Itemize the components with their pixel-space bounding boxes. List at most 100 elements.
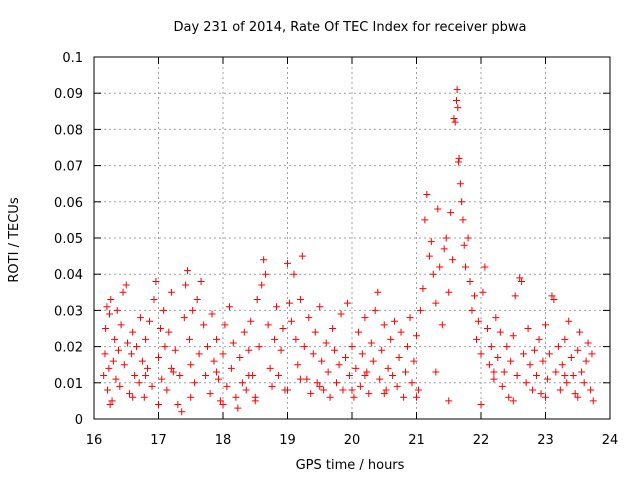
data-point [156,325,164,332]
data-point [436,263,444,271]
data-point [483,325,491,332]
data-point [142,372,150,380]
data-point [395,353,403,361]
data-point [113,306,121,314]
data-point [161,343,169,351]
data-point [474,317,482,325]
data-point [438,321,446,329]
data-point [454,104,462,112]
x-tick-label: 16 [86,433,103,448]
data-point [309,350,317,358]
data-point [219,350,227,358]
data-point [447,209,455,217]
data-point [285,299,293,307]
data-point [318,357,326,365]
data-point [503,343,511,351]
data-point [187,361,195,369]
data-point [255,343,263,351]
data-point [148,382,156,390]
data-point [202,372,210,380]
data-point [152,277,160,285]
data-point [451,118,459,126]
data-point [167,288,175,296]
data-point [369,357,377,365]
data-point [119,288,127,296]
data-point [294,361,302,369]
data-point [408,379,416,387]
data-point [371,306,379,314]
data-point [524,325,532,332]
data-point [550,296,558,304]
data-point [268,382,276,390]
data-point [542,393,549,401]
data-point [287,317,295,325]
data-point [429,270,437,278]
data-point [227,364,235,372]
data-point [120,361,128,369]
data-point [320,386,328,394]
data-point [140,393,148,401]
data-point [109,357,117,365]
data-point [432,368,440,376]
data-point [434,205,442,213]
y-tick-label: 0.1 [62,51,83,66]
data-point [127,350,135,358]
data-point [178,408,186,416]
data-point [460,241,468,249]
data-point [479,288,487,296]
data-point [311,328,319,336]
data-point [223,382,231,390]
data-point [584,339,592,347]
data-point [313,379,321,387]
data-point [391,317,399,325]
data-point [352,364,360,372]
data-point [374,288,382,296]
data-point [358,350,366,358]
grid [94,57,610,419]
data-point [124,339,132,347]
data-point [174,401,182,409]
data-point [300,343,308,351]
data-point [522,379,530,387]
data-point [169,368,177,376]
data-point [529,386,537,394]
data-point [565,317,573,325]
data-point [378,346,386,354]
data-point [247,317,255,325]
data-point [176,372,184,380]
data-point [234,404,242,412]
data-points [100,86,597,416]
data-point [442,234,450,242]
data-point [131,372,139,380]
data-point [274,372,282,380]
data-point [518,277,526,285]
data-point [410,357,418,365]
data-point [498,382,506,390]
data-point [206,390,214,398]
data-point [107,296,115,304]
data-point [456,180,464,188]
data-point [569,372,577,380]
data-point [452,96,460,104]
data-point [106,401,114,409]
data-point [492,314,500,322]
data-point [505,393,513,401]
data-point [376,375,384,383]
data-point [477,350,485,358]
data-point [354,328,362,336]
data-point [548,292,556,300]
data-point [539,357,547,365]
data-point [165,328,173,336]
data-point [273,303,281,311]
data-point [102,325,110,332]
data-point [200,321,208,329]
y-tick-label: 0.04 [54,268,83,283]
data-point [537,390,545,398]
data-point [305,314,313,322]
data-point [133,343,141,351]
data-point [103,303,111,311]
data-point [363,368,371,376]
data-point [117,321,125,329]
data-point [260,256,268,264]
data-point [561,372,569,380]
